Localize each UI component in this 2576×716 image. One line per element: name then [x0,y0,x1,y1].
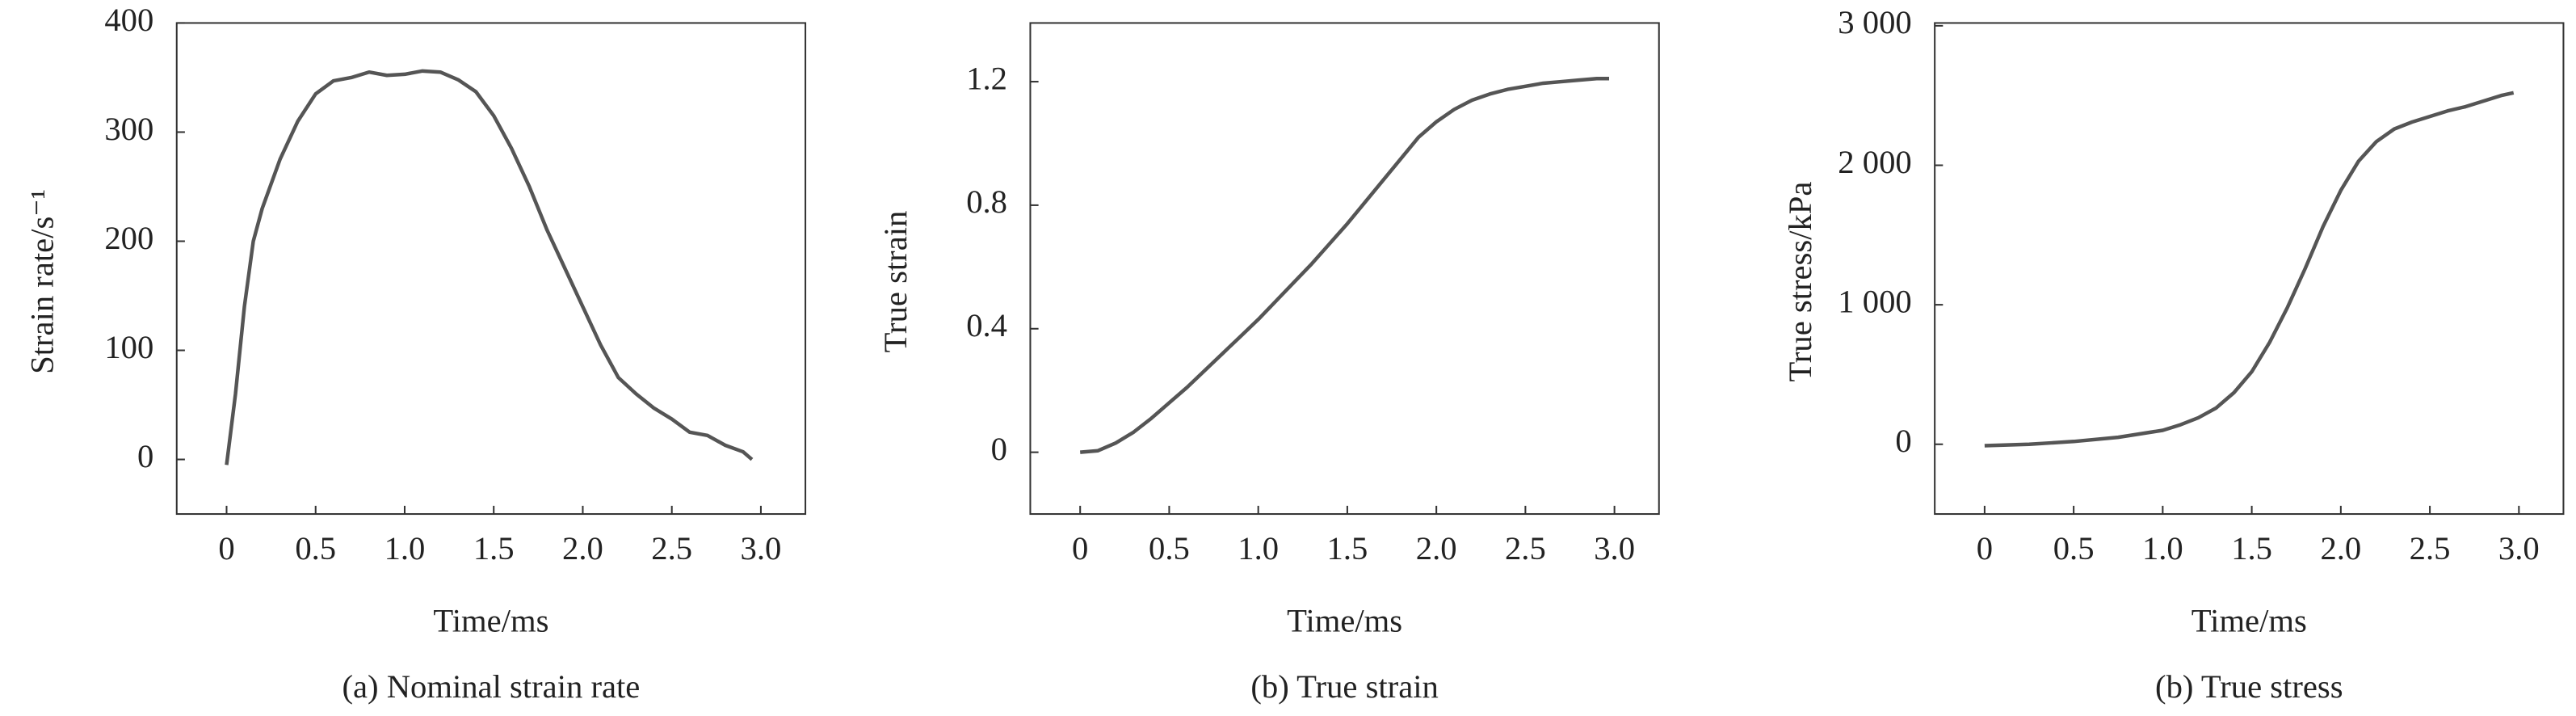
x-tick-label: 2.5 [651,530,692,566]
y-tick-label: 300 [104,111,153,147]
x-axis-label: Time/ms [2191,603,2307,639]
y-axis-label: True strain [877,211,914,353]
x-tick-label: 1.5 [1327,530,1368,566]
y-tick-label: 200 [104,220,153,256]
data-line [1080,76,1610,454]
y-tick-label: 0.8 [966,183,1007,220]
y-tick-label: 0 [1895,423,1911,459]
caption: (b) True strain [1250,668,1438,705]
data-line [1984,91,2515,448]
x-tick-label: 1.5 [2231,530,2272,566]
caption: (a) Nominal strain rate [342,668,640,705]
x-tick-label: 2.0 [2320,530,2361,566]
x-tick-label: 1.0 [2142,530,2183,566]
y-axis-label: Strain rate/s⁻¹ [24,189,61,374]
x-axis-label: Time/ms [1287,603,1402,639]
y-axis-label: True stress/kPa [1782,182,1818,382]
x-tick-label: 3.0 [1594,530,1635,566]
caption: (b) True stress [2155,668,2343,705]
x-tick-label: 1.0 [1238,530,1279,566]
plot-frame [1934,22,2565,516]
x-tick-label: 2.0 [1416,530,1457,566]
x-tick-label: 2.5 [1505,530,1546,566]
x-axis-label: Time/ms [433,603,548,639]
x-tick-label: 0 [218,530,234,566]
y-tick-label: 0 [991,431,1007,467]
plot-frame [175,22,807,516]
x-tick-label: 3.0 [2498,530,2540,566]
x-tick-label: 2.5 [2410,530,2451,566]
x-tick-label: 1.0 [385,530,426,566]
y-tick-label: 3 000 [1838,4,1911,40]
plot-frame [1029,22,1660,516]
data-line [225,69,754,465]
x-tick-label: 0 [1072,530,1088,566]
x-tick-label: 1.5 [473,530,515,566]
y-tick-label: 1 000 [1838,283,1911,319]
y-tick-label: 0.4 [966,307,1007,343]
x-tick-label: 3.0 [741,530,782,566]
y-tick-label: 0 [137,438,153,474]
x-tick-label: 2.0 [562,530,603,566]
x-tick-label: 0.5 [295,530,336,566]
x-tick-label: 0.5 [1149,530,1190,566]
y-tick-label: 2 000 [1838,144,1911,180]
x-tick-label: 0.5 [2053,530,2095,566]
y-tick-label: 400 [104,2,153,38]
y-tick-label: 1.2 [966,60,1007,96]
x-tick-label: 0 [1977,530,1993,566]
y-tick-label: 100 [104,329,153,365]
